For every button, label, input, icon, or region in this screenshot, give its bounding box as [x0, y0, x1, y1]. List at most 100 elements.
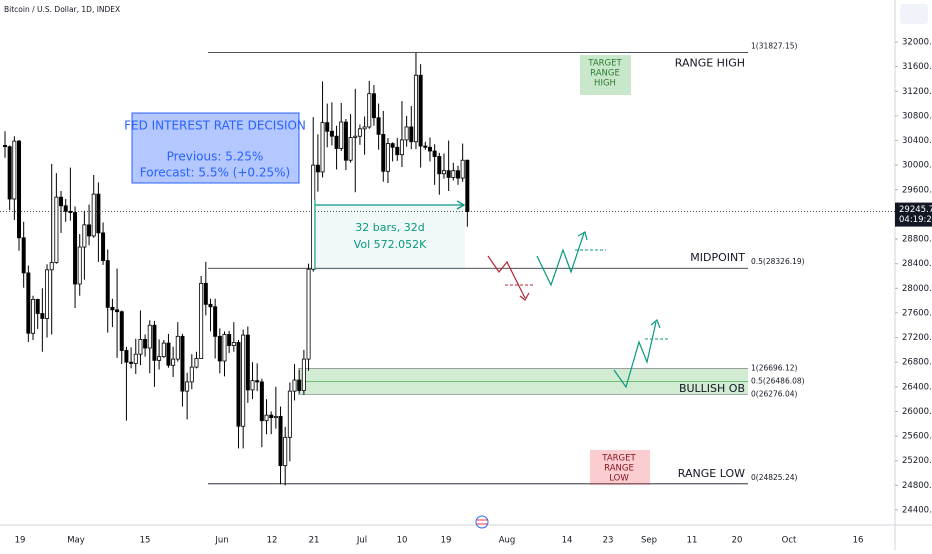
- candle-body: [73, 212, 78, 285]
- candle-body: [231, 342, 236, 346]
- last-price-tag: [895, 202, 932, 227]
- candle-body: [227, 334, 232, 346]
- level-name: RANGE LOW: [678, 467, 745, 480]
- candle-body: [152, 324, 157, 361]
- candle-body: [49, 262, 54, 271]
- ob-bullish-arrowhead: [650, 318, 661, 329]
- settings-button[interactable]: [900, 4, 928, 24]
- candle-body: [143, 339, 148, 349]
- candle-body: [96, 193, 101, 234]
- candle-body: [255, 380, 260, 383]
- candle-body: [222, 334, 227, 362]
- level-name: MIDPOINT: [690, 251, 745, 264]
- candle-body: [315, 164, 320, 173]
- ob-bullish-path: [613, 321, 657, 389]
- y-tick-label: 26000.00: [902, 407, 932, 417]
- candle-body: [297, 379, 302, 391]
- bearish-arrowhead: [519, 292, 530, 301]
- y-tick-label: 27200.00: [902, 333, 932, 343]
- event-icon[interactable]: [475, 515, 489, 529]
- candle-body: [241, 334, 246, 427]
- level-label: 0.5(28326.19): [751, 257, 805, 266]
- candle-body: [404, 126, 409, 141]
- candle-body: [217, 335, 222, 362]
- x-tick-label: Jun: [214, 536, 228, 546]
- candle-body: [68, 210, 73, 213]
- candle-body: [292, 379, 297, 392]
- x-tick-label: 16: [853, 536, 864, 546]
- candle-body: [413, 74, 418, 143]
- candle-body: [171, 358, 176, 366]
- candle-body: [110, 306, 115, 311]
- candle-body: [203, 282, 208, 305]
- plot: 24400.00 24800.00 25200.00 25600.00 26000.00…: [0, 37, 932, 546]
- candle-body: [339, 121, 344, 149]
- candle-body: [385, 143, 390, 172]
- order-block-label: 0.5(26486.08): [751, 377, 805, 386]
- candle-body: [325, 122, 330, 132]
- candle-body: [115, 309, 120, 313]
- candle-body: [7, 146, 12, 200]
- candle-body: [180, 335, 185, 392]
- candle-body: [236, 342, 241, 427]
- candle-body: [357, 128, 362, 137]
- x-tick-label: 23: [603, 536, 614, 546]
- y-tick-label: 31600.00: [902, 62, 932, 72]
- candle-body: [395, 146, 400, 156]
- candle-body: [311, 164, 316, 270]
- candle-body: [306, 268, 311, 360]
- candle-body: [245, 334, 250, 391]
- measure-volume: Vol 572.052K: [354, 238, 427, 251]
- candle-body: [441, 170, 446, 175]
- candle-body: [362, 126, 367, 130]
- level-name: RANGE HIGH: [675, 57, 745, 70]
- candle-body: [189, 366, 194, 383]
- candle-body: [259, 381, 264, 422]
- fed-title: FED INTEREST RATE DECISION: [124, 119, 306, 133]
- y-tick-label: 24400.00: [902, 505, 932, 515]
- x-tick-label: 11: [687, 536, 698, 546]
- candle-body: [423, 145, 428, 148]
- candle-body: [399, 139, 404, 156]
- candle-body: [269, 414, 274, 419]
- x-tick-label: Oct: [782, 536, 797, 546]
- order-block-label: 0(26276.04): [751, 389, 797, 398]
- candle-body: [12, 140, 17, 200]
- candle-body: [166, 342, 171, 366]
- candle-body: [77, 246, 82, 285]
- candle-body: [437, 156, 442, 175]
- candle-body: [320, 122, 325, 173]
- fed-forecast: Forecast: 5.5% (+0.25%): [140, 166, 290, 180]
- candle-body: [91, 193, 96, 237]
- candle-body: [334, 135, 339, 149]
- target-low-text: LOW: [609, 474, 629, 484]
- x-tick-label: 12: [267, 536, 278, 546]
- measure-area: [315, 205, 465, 270]
- x-tick-label: 15: [140, 536, 151, 546]
- candle-body: [409, 126, 414, 143]
- candle-body: [264, 414, 269, 422]
- candle-body: [465, 159, 470, 212]
- x-tick-label: Sep: [641, 536, 657, 546]
- target-low-text: RANGE: [604, 464, 634, 474]
- candle-body: [418, 74, 423, 147]
- candle-body: [455, 170, 460, 179]
- candle-body: [460, 159, 465, 179]
- candle-body: [26, 272, 31, 334]
- x-tick-label: 14: [562, 536, 573, 546]
- target-high-text: HIGH: [594, 79, 616, 89]
- candle-body: [446, 170, 451, 178]
- candle-body: [278, 415, 283, 467]
- bullish-arrowhead: [577, 231, 588, 241]
- bearish-path: [487, 255, 526, 299]
- y-tick-label: 24800.00: [902, 481, 932, 491]
- y-tick-label: 30000.00: [902, 161, 932, 171]
- candle-body: [194, 358, 199, 368]
- candle-body: [35, 298, 40, 314]
- candle-body: [161, 342, 166, 358]
- y-tick-label: 32000.00: [902, 37, 932, 47]
- y-tick-label: 30800.00: [902, 111, 932, 121]
- candle-body: [40, 313, 45, 319]
- candle-body: [63, 205, 68, 212]
